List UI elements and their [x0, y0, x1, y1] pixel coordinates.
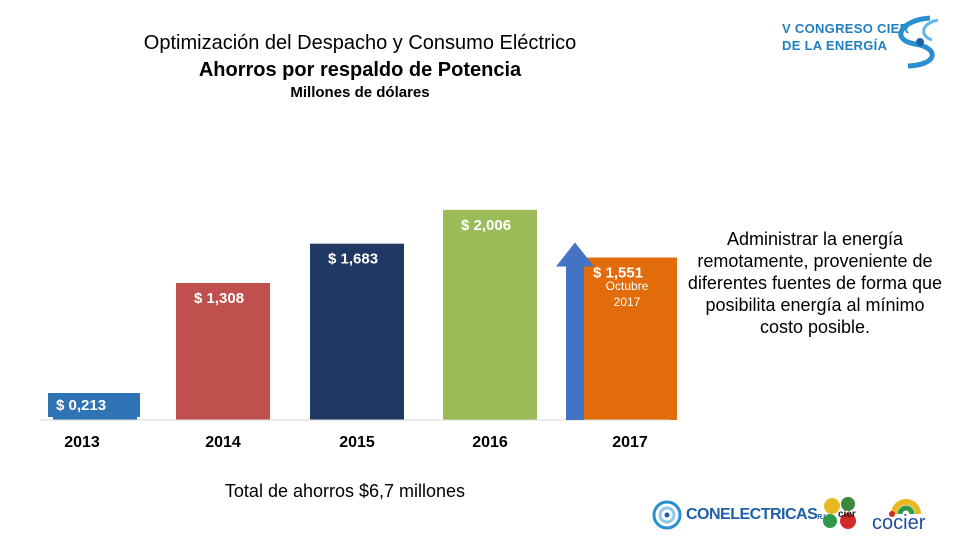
conelectricas-logo-text: CONELECTRICAS — [686, 506, 818, 523]
annotation-2017-line-1: Octubre — [606, 279, 649, 293]
cier-logo-text: cier — [838, 509, 856, 520]
conelectricas-logo-suffix: R.L. — [817, 514, 829, 521]
x-tick-2014: 2014 — [205, 434, 241, 451]
conelectricas-emblem-icon — [652, 500, 682, 530]
congreso-cier-logo: V CONGRESO CIER DE LA ENERGÍA — [780, 10, 950, 70]
growth-arrow-shaft — [566, 264, 584, 420]
chart-subtitle: Ahorros por respaldo de Potencia — [198, 59, 522, 81]
cocier-logo: cocier — [868, 494, 948, 538]
x-tick-2017: 2017 — [612, 434, 648, 451]
bar-2015 — [310, 243, 404, 420]
bar-2016 — [443, 209, 537, 420]
conelectricas-logo: CONELECTRICASR.L. — [652, 498, 829, 532]
data-label-2017: $ 1,551 — [593, 265, 643, 282]
chart-units: Millones de dólares — [290, 84, 430, 101]
swirl-icon — [898, 15, 939, 69]
congreso-cier-logo-text: V CONGRESO CIER DE LA ENERGÍA — [782, 21, 910, 53]
cocier-logo-text: cocier — [872, 512, 926, 534]
bar-2017 — [583, 257, 677, 420]
x-tick-2016: 2016 — [472, 434, 508, 451]
data-label-bg-2013 — [48, 393, 140, 417]
cier-logo: cier — [818, 494, 864, 534]
data-label-2015: $ 1,683 — [328, 251, 378, 268]
side-description: Administrar la energía remotamente, prov… — [687, 229, 943, 337]
x-tick-2013: 2013 — [64, 434, 100, 451]
cocier-emblem-icon — [889, 499, 921, 517]
data-label-2014: $ 1,308 — [194, 290, 244, 307]
cier-emblem-icon: cier — [823, 497, 856, 529]
x-tick-2015: 2015 — [339, 434, 375, 451]
data-label-2013: $ 0,213 — [56, 397, 106, 414]
data-label-2016: $ 2,006 — [461, 217, 511, 234]
annotation-2017-line-2: 2017 — [614, 295, 641, 309]
growth-arrow-head — [556, 242, 594, 267]
total-savings: Total de ahorros $6,7 millones — [224, 481, 466, 501]
chart-title: Optimización del Despacho y Consumo Eléc… — [143, 32, 577, 54]
bar-2014 — [176, 282, 270, 420]
